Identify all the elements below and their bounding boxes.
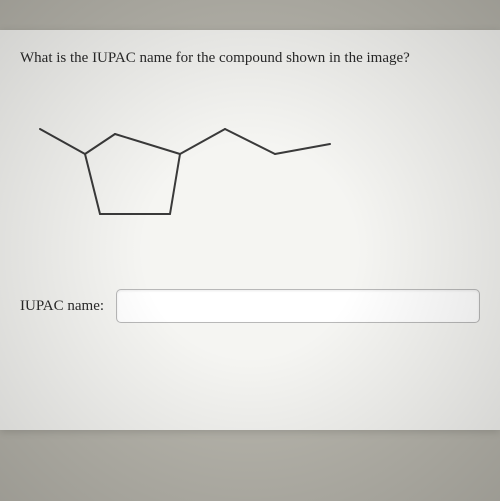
molecule-svg	[20, 99, 360, 239]
question-prompt: What is the IUPAC name for the compound …	[20, 48, 480, 69]
answer-label: IUPAC name:	[20, 298, 104, 315]
answer-row: IUPAC name:	[20, 289, 480, 323]
chemical-structure	[20, 99, 480, 259]
quiz-card: What is the IUPAC name for the compound …	[0, 30, 500, 430]
iupac-name-input[interactable]	[116, 289, 480, 323]
